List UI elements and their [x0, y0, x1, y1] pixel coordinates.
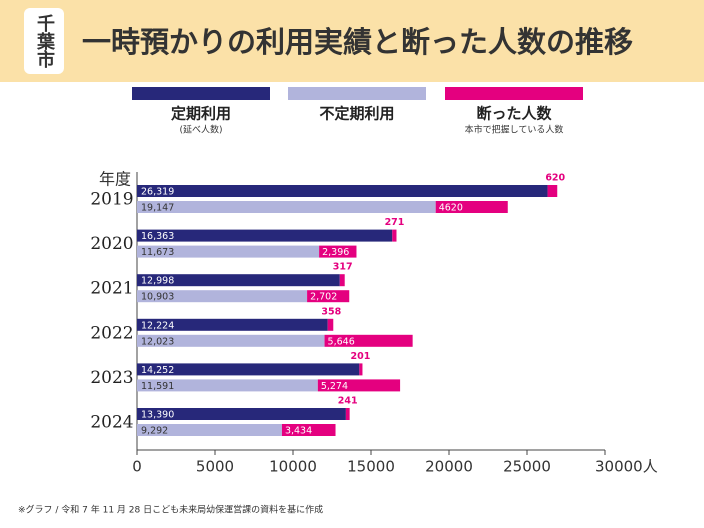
- bar: [137, 334, 325, 347]
- y-axis-title: 年度: [99, 170, 131, 189]
- declined-label: 358: [321, 306, 341, 317]
- value-label: 10,903: [141, 292, 174, 303]
- declined-label: 5,646: [328, 336, 355, 347]
- declined-bar: [319, 245, 357, 258]
- bar: [137, 363, 360, 376]
- bar: [137, 379, 318, 392]
- declined-label: 271: [385, 217, 405, 228]
- legend-label: 定期利用: [171, 105, 231, 123]
- bar: [137, 408, 346, 420]
- declined-bar: [435, 201, 508, 213]
- declined-bar: [547, 185, 558, 197]
- bar: [137, 245, 320, 258]
- declined-label: 4620: [439, 203, 463, 214]
- declined-label: 201: [351, 351, 371, 362]
- declined-label: 3,434: [285, 426, 312, 437]
- declined-bar: [324, 334, 413, 347]
- x-tick-label: 25000: [503, 458, 551, 476]
- value-label: 26,319: [141, 187, 174, 198]
- bar: [137, 274, 340, 287]
- y-tick-label: 2020: [90, 234, 133, 254]
- x-tick-label: 15000: [347, 458, 395, 476]
- declined-label: 620: [545, 173, 565, 184]
- value-label: 11,591: [141, 381, 174, 392]
- value-label: 12,023: [141, 336, 174, 347]
- value-label: 9,292: [141, 426, 168, 437]
- header-band: [0, 0, 704, 82]
- declined-bar: [317, 379, 401, 392]
- value-label: 11,673: [141, 247, 174, 258]
- declined-label: 5,274: [321, 381, 348, 392]
- legend-swatch: [132, 87, 270, 100]
- bar: [137, 229, 393, 242]
- bar: [137, 424, 282, 436]
- value-label: 14,252: [141, 365, 174, 376]
- declined-label: 2,702: [310, 292, 337, 303]
- declined-bar: [345, 408, 350, 420]
- declined-bar: [359, 363, 363, 376]
- x-tick-label: 20000: [425, 458, 473, 476]
- value-label: 12,998: [141, 276, 174, 287]
- y-tick-label: 2023: [90, 368, 133, 388]
- legend-label: 不定期利用: [319, 105, 394, 123]
- value-label: 12,224: [141, 320, 174, 331]
- bar: [137, 185, 548, 197]
- y-tick-label: 2019: [90, 190, 133, 210]
- declined-label: 317: [333, 262, 353, 273]
- declined-bar: [327, 318, 334, 331]
- y-tick-label: 2024: [90, 413, 133, 433]
- bar: [137, 318, 328, 331]
- x-tick-label: 0: [132, 458, 142, 476]
- declined-bar: [392, 229, 397, 242]
- chart-title: 一時預かりの利用実績と断った人数の推移: [82, 25, 633, 59]
- bar: [137, 290, 308, 303]
- y-tick-label: 2022: [90, 323, 133, 343]
- x-tick-label: 10000: [269, 458, 317, 476]
- legend-swatch: [288, 87, 426, 100]
- declined-bar: [307, 290, 350, 303]
- declined-bar: [339, 274, 345, 287]
- bar: [137, 201, 436, 213]
- x-tick-label: 5000: [196, 458, 234, 476]
- declined-bar: [281, 424, 336, 436]
- footnote: ※グラフ / 令和 7 年 11 月 28 日こども未来局幼保運営課の資料を基に…: [18, 504, 323, 516]
- badge: 千葉市: [34, 14, 56, 69]
- declined-label: 2,396: [322, 247, 349, 258]
- y-tick-label: 2021: [90, 279, 133, 299]
- legend-swatch: [445, 87, 583, 100]
- badge-box: [24, 8, 64, 74]
- legend-label: 断った人数: [476, 105, 552, 123]
- value-label: 16,363: [141, 231, 174, 242]
- legend-note: 本市で把握している人数: [465, 124, 564, 136]
- x-tick-label: 30000人: [595, 458, 658, 476]
- legend-note: (延べ人数): [179, 124, 222, 136]
- declined-label: 241: [338, 396, 358, 407]
- value-label: 13,390: [141, 410, 174, 421]
- value-label: 19,147: [141, 203, 174, 214]
